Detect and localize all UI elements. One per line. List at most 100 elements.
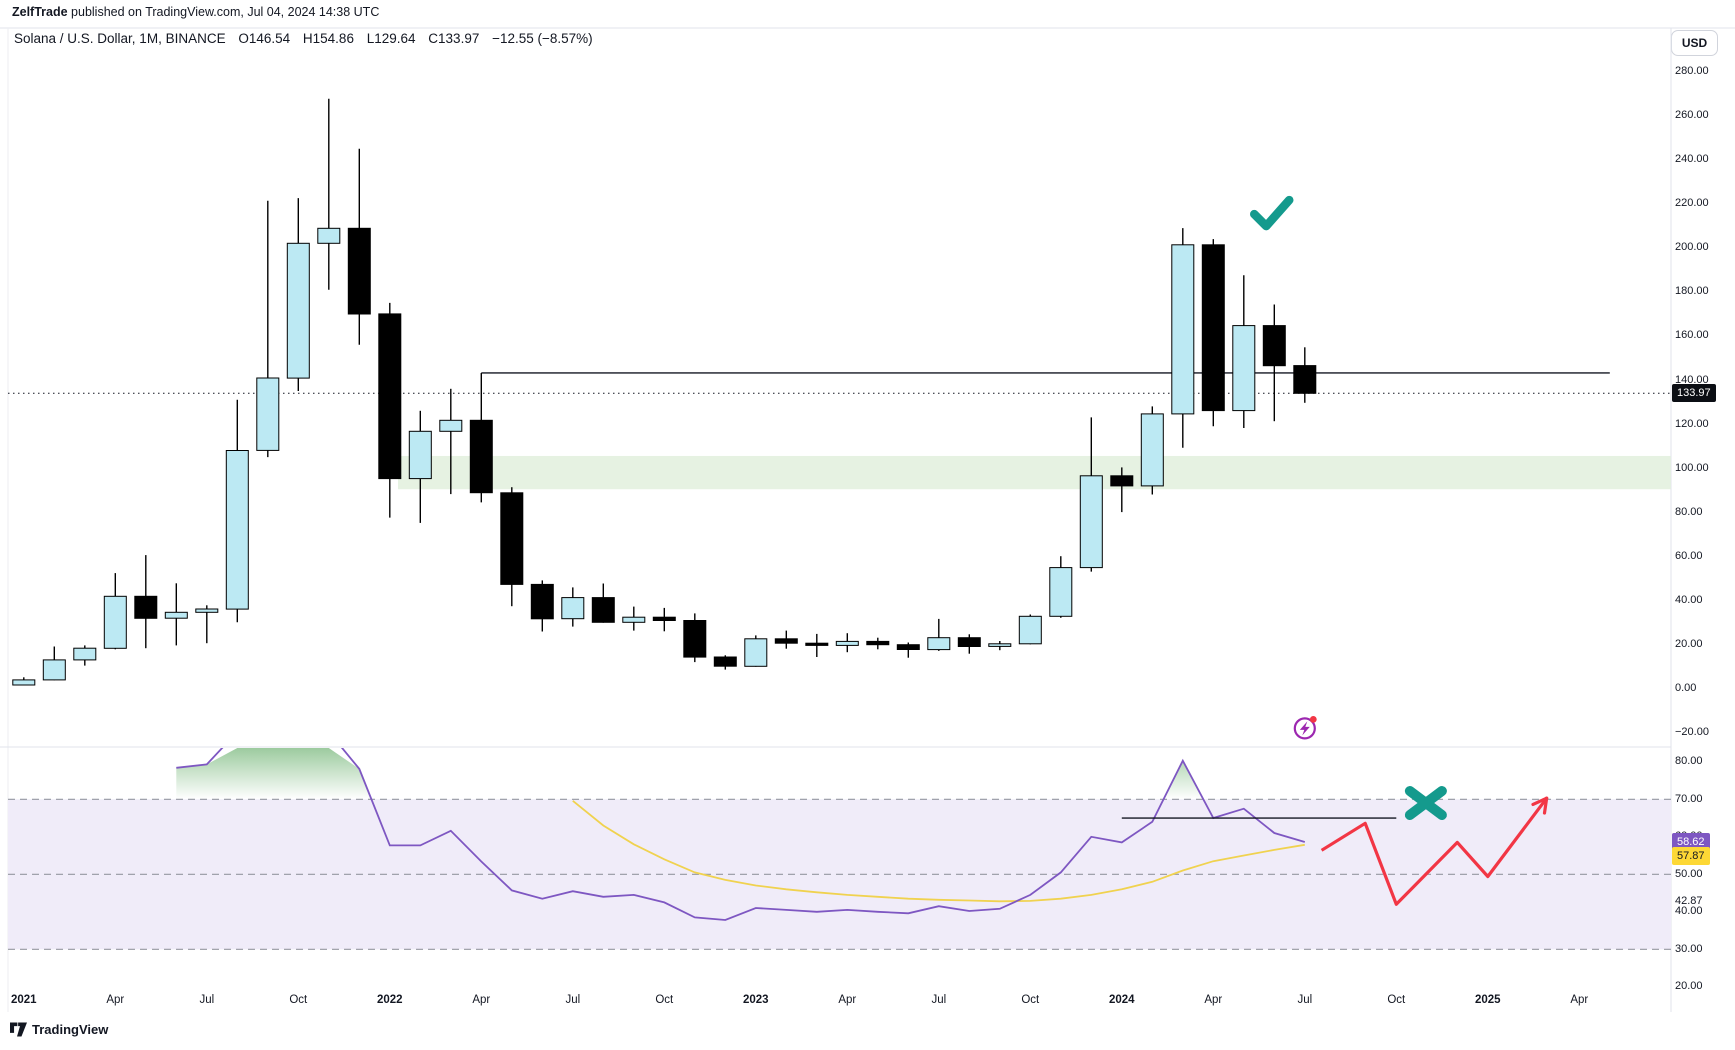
flash-event-icon[interactable] <box>1293 715 1317 740</box>
rsi-value-badge: 58.62 <box>1672 832 1710 851</box>
candle-body <box>286 242 310 379</box>
rsi-ma-line[interactable] <box>572 800 1305 903</box>
candle-body <box>744 638 768 667</box>
time-axis-label: Jul <box>1297 994 1313 1006</box>
last-price-badge: 133.97 <box>1672 384 1716 403</box>
ohlc-close: C133.97 <box>428 31 480 46</box>
time-axis-label: Oct <box>1387 994 1406 1006</box>
ohlc-change: −12.55 (−8.57%) <box>492 31 593 46</box>
rsi-line[interactable] <box>176 721 1306 921</box>
candle-body <box>957 637 981 648</box>
symbol-header: Solana / U.S. Dollar, 1M, BINANCE O146.5… <box>14 31 602 46</box>
candle-body <box>439 419 463 432</box>
time-axis-label: 2024 <box>1109 994 1135 1006</box>
rsi-axis-label: 20.00 <box>1675 980 1703 993</box>
author-name: ZelfTrade <box>12 5 68 19</box>
price-axis-label: 200.00 <box>1675 241 1709 254</box>
candles-layer[interactable] <box>12 98 1317 686</box>
time-axis-label: 2025 <box>1475 994 1501 1006</box>
tradingview-logo[interactable]: TradingView <box>10 1022 108 1037</box>
price-axis-label: 60.00 <box>1675 549 1703 562</box>
time-axis-label: Apr <box>106 994 125 1006</box>
price-axis-label: 180.00 <box>1675 285 1709 298</box>
attribution-bar: ZelfTrade published on TradingView.com, … <box>12 5 379 19</box>
x-mark-drawing[interactable] <box>1404 786 1447 821</box>
candle-body <box>134 595 158 619</box>
rsi-axis-label: 40.00 <box>1675 905 1703 918</box>
price-axis-label: 140.00 <box>1675 373 1709 386</box>
check-mark-drawing[interactable] <box>1250 195 1294 231</box>
candle-body <box>1110 475 1134 487</box>
candle-body <box>317 227 341 244</box>
candle-body <box>1262 325 1286 367</box>
rsi-overbought-fill <box>176 748 372 800</box>
candle-body <box>1049 567 1073 617</box>
candle-body <box>1079 475 1103 569</box>
candle-body <box>1171 244 1195 415</box>
rsi-axis-label: 80.00 <box>1675 755 1703 768</box>
candle-body <box>896 644 920 651</box>
time-axis-label: Jul <box>199 994 215 1006</box>
candle-body <box>1293 365 1317 394</box>
candle-body <box>1140 413 1164 487</box>
candle-body <box>164 611 188 619</box>
candle-body <box>622 616 646 623</box>
candle-body <box>12 679 36 686</box>
price-axis-label: 100.00 <box>1675 461 1709 474</box>
candle-body <box>256 377 280 451</box>
arrow-head <box>1531 796 1549 807</box>
time-axis-label: Jul <box>565 994 581 1006</box>
time-axis-label: Apr <box>1570 994 1589 1006</box>
projection-arrow-drawing[interactable] <box>1320 797 1548 906</box>
candle-body <box>195 608 219 613</box>
price-axis-label: 160.00 <box>1675 329 1709 342</box>
tradingview-logo-text: TradingView <box>32 1022 109 1037</box>
candle-body <box>225 450 249 610</box>
candle-body <box>378 313 402 480</box>
candle-body <box>652 616 676 622</box>
time-axis-label: Jul <box>931 994 947 1006</box>
price-axis-label: 120.00 <box>1675 417 1709 430</box>
candle-body <box>774 638 798 644</box>
attribution-text: published on TradingView.com, Jul 04, 20… <box>67 5 380 19</box>
rsi-axis-label: 50.00 <box>1675 867 1703 880</box>
price-axis-label: 260.00 <box>1675 109 1709 122</box>
price-axis-label: 220.00 <box>1675 197 1709 210</box>
candle-body <box>500 492 524 585</box>
time-axis-label: Oct <box>1021 994 1040 1006</box>
indicator-extra-value-label: 42.87 <box>1675 894 1703 907</box>
candle-body <box>530 583 554 620</box>
time-axis-label: Apr <box>838 994 857 1006</box>
candle-body <box>103 595 127 649</box>
price-axis-label: 40.00 <box>1675 593 1703 606</box>
candle-body <box>1018 615 1042 645</box>
time-axis-label: Apr <box>472 994 491 1006</box>
candle-body <box>591 597 615 623</box>
candle-body <box>561 597 585 620</box>
arrow-head <box>1542 796 1549 815</box>
rsi-axis-label: 30.00 <box>1675 942 1703 955</box>
symbol-title: Solana / U.S. Dollar, 1M, BINANCE <box>14 31 226 46</box>
time-axis-label: Oct <box>289 994 308 1006</box>
time-axis-label: Apr <box>1204 994 1223 1006</box>
price-axis-label: 240.00 <box>1675 153 1709 166</box>
price-axis-label: 20.00 <box>1675 637 1703 650</box>
candle-body <box>866 640 890 646</box>
price-axis-label: 0.00 <box>1675 681 1697 694</box>
candle-body <box>347 227 371 315</box>
support-zone-drawing[interactable] <box>398 455 1671 490</box>
ohlc-low: L129.64 <box>366 31 416 46</box>
candle-body <box>683 620 707 658</box>
candle-body <box>988 643 1012 647</box>
price-axis-label: −20.00 <box>1675 725 1709 738</box>
candle-body <box>408 430 432 480</box>
candle-body <box>805 642 829 646</box>
time-axis-label: 2021 <box>11 994 37 1006</box>
candle-body <box>1201 244 1225 412</box>
rsi-ma-value-badge: 57.87 <box>1672 846 1710 865</box>
candle-body <box>927 637 951 651</box>
time-axis-label: 2023 <box>743 994 769 1006</box>
rsi-axis-label: 70.00 <box>1675 792 1703 805</box>
